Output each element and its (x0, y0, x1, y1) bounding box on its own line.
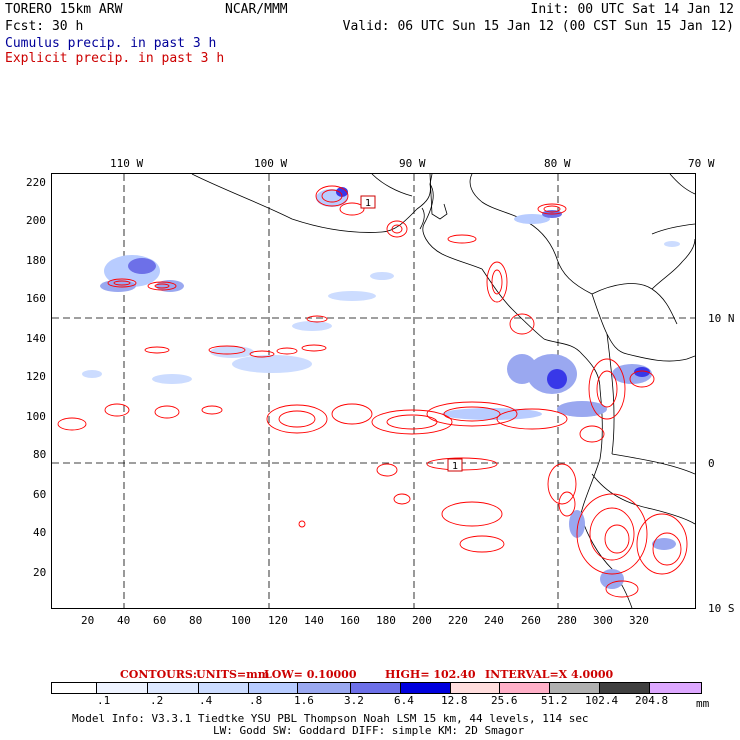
x-tick: 160 (340, 614, 360, 627)
x-tick: 320 (629, 614, 649, 627)
x-tick: 180 (376, 614, 396, 627)
contours-low: LOW= 0.10000 (264, 668, 357, 681)
x-tick: 140 (304, 614, 324, 627)
marker-label: 1 (365, 198, 371, 209)
x-tick: 120 (268, 614, 288, 627)
colorbar-cell (500, 682, 550, 694)
colorbar-label: 25.6 (491, 694, 518, 707)
colorbar-unit: mm (696, 697, 710, 710)
colorbar-cell (650, 682, 702, 694)
colorbar-cell (401, 682, 451, 694)
y-tick: 100 (26, 410, 46, 423)
x-tick: 20 (81, 614, 95, 627)
contours-label: CONTOURS: (120, 668, 197, 681)
forecast-hour: Fcst: 30 h (5, 19, 84, 34)
marker-box (360, 195, 376, 209)
contours-interval: INTERVAL=X 4.0000 (485, 668, 614, 681)
colorbar-label: 102.4 (585, 694, 619, 707)
lat-lon-grid (52, 174, 695, 608)
colorbar-cell (600, 682, 650, 694)
colorbar-label: .1 (97, 694, 111, 707)
x-tick: 80 (189, 614, 203, 627)
colorbar-label: 12.8 (441, 694, 468, 707)
colorbar-label: 3.2 (344, 694, 364, 707)
x-tick: 220 (448, 614, 468, 627)
y-tick: 80 (33, 448, 47, 461)
colorbar-cell (51, 682, 97, 694)
colorbar-cell (351, 682, 401, 694)
colorbar-label: .4 (199, 694, 213, 707)
lat-label-10s: 10 S (708, 602, 735, 615)
lat-label-0: 0 (708, 457, 715, 470)
y-tick: 220 (26, 176, 46, 189)
y-tick: 20 (33, 566, 47, 579)
explicit-precip-contours (57, 185, 688, 598)
model-info: Model Info: V3.3.1 Tiedtke YSU PBL Thomp… (72, 712, 589, 725)
y-tick: 120 (26, 370, 46, 383)
colorbar-label: .2 (150, 694, 164, 707)
y-tick: 200 (26, 214, 46, 227)
colorbar-cell (298, 682, 351, 694)
map-canvas: 1 1 (52, 174, 695, 608)
model-title: TORERO 15km ARW (5, 2, 123, 17)
lon-label-80w: 80 W (544, 157, 571, 170)
colorbar-label: .8 (249, 694, 263, 707)
org-label: NCAR/MMM (225, 2, 288, 17)
y-tick: 180 (26, 254, 46, 267)
colorbar-cell (199, 682, 249, 694)
colorbar-cell (451, 682, 500, 694)
colorbar-cell (550, 682, 600, 694)
lon-label-100w: 100 W (254, 157, 288, 170)
x-tick: 60 (153, 614, 167, 627)
lon-label-70w: 70 W (688, 157, 715, 170)
init-time: Init: 00 UTC Sat 14 Jan 12 (530, 2, 735, 17)
y-tick: 160 (26, 292, 46, 305)
y-tick: 140 (26, 332, 46, 345)
forecast-markers: 1 1 (360, 195, 463, 472)
explicit-field-label: Explicit precip. in past 3 h (5, 51, 225, 66)
colorbar-cell (97, 682, 148, 694)
valid-time: Valid: 06 UTC Sun 15 Jan 12 (00 CST Sun … (342, 19, 734, 34)
marker-box (447, 458, 463, 472)
colorbar-cell (148, 682, 199, 694)
lon-label-110w: 110 W (110, 157, 144, 170)
x-tick: 300 (593, 614, 613, 627)
x-tick: 260 (521, 614, 541, 627)
precip-map: 1 1 (51, 173, 696, 609)
x-tick: 100 (231, 614, 251, 627)
x-tick: 200 (412, 614, 432, 627)
physics-info: LW: Godd SW: Goddard DIFF: simple KM: 2D… (213, 724, 525, 737)
lon-label-90w: 90 W (399, 157, 426, 170)
x-tick: 40 (117, 614, 131, 627)
colorbar-label: 51.2 (541, 694, 568, 707)
colorbar-label: 6.4 (394, 694, 414, 707)
lat-label-10n: 10 N (708, 312, 735, 325)
x-tick: 240 (484, 614, 504, 627)
colorbar-cell (249, 682, 298, 694)
colorbar-label: 1.6 (294, 694, 314, 707)
contours-units: UNITS=mm (196, 668, 270, 681)
colorbar-label: 204.8 (635, 694, 669, 707)
contours-high: HIGH= 102.40 (385, 668, 476, 681)
coastlines (191, 174, 695, 608)
y-tick: 60 (33, 488, 47, 501)
cumulus-field-label: Cumulus precip. in past 3 h (5, 36, 217, 51)
y-tick: 40 (33, 526, 47, 539)
marker-label: 1 (452, 461, 458, 472)
x-tick: 280 (557, 614, 577, 627)
